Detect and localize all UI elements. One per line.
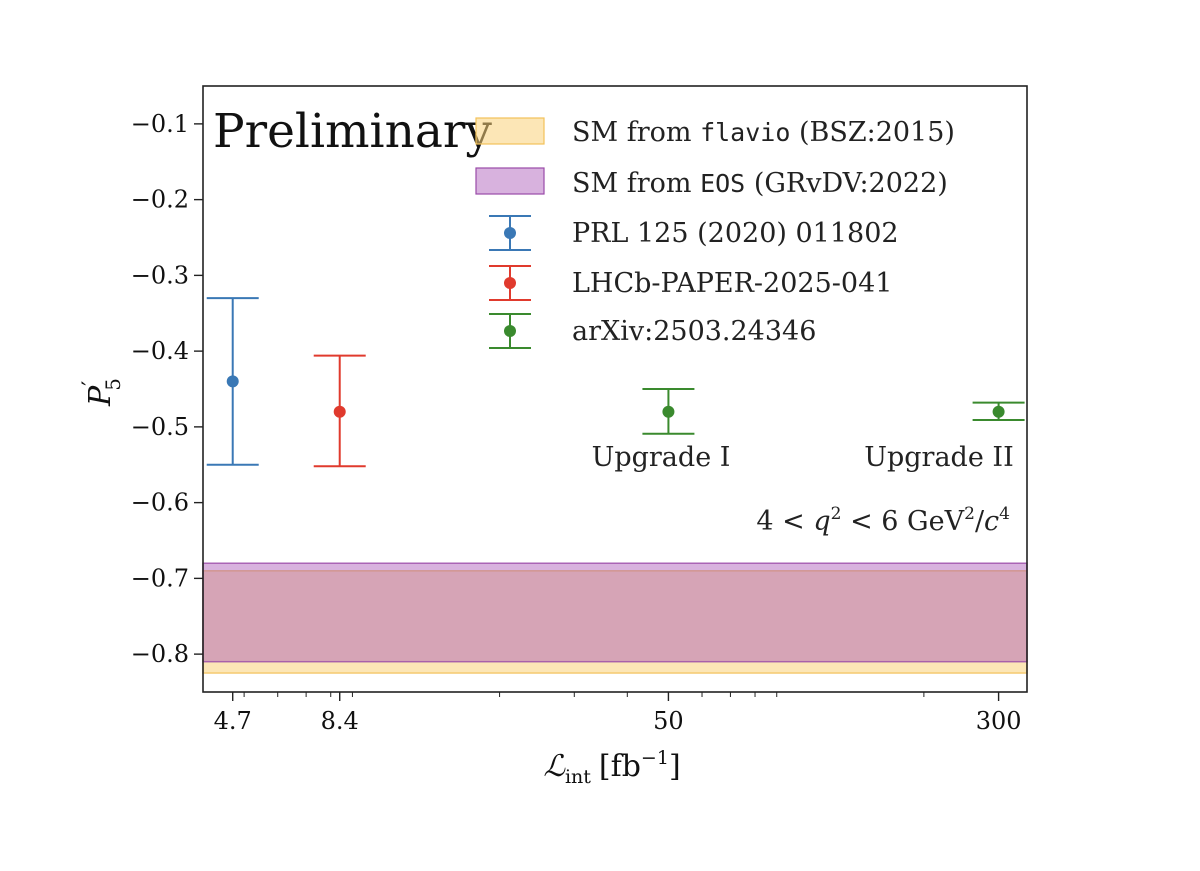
y-tick-label: −0.6 <box>131 489 189 517</box>
y-tick-label: −0.5 <box>131 413 189 441</box>
y-tick-label: −0.2 <box>131 186 189 214</box>
legend-dot <box>504 227 516 239</box>
data-point-2-1 <box>313 354 366 468</box>
sm-bands <box>202 562 1028 674</box>
x-tick-label: 4.7 <box>214 707 252 735</box>
x-tick-label: 300 <box>976 707 1022 735</box>
legend: SM from flavio (BSZ:2015) SM from EOS (G… <box>475 117 955 349</box>
legend-dot <box>504 277 516 289</box>
legend-band-eos <box>475 167 545 195</box>
x-axis: 4.7 8.4 50 300 <box>214 692 1022 735</box>
preliminary-label: Preliminary <box>213 104 492 159</box>
data-point-1-1 <box>206 297 259 466</box>
y-tick-label: −0.8 <box>131 640 189 668</box>
legend-label-prl: PRL 125 (2020) 011802 <box>572 218 899 249</box>
q2-range-label: 4 < q2 < 6 GeV2/c4 <box>756 504 1010 537</box>
legend-markers <box>489 215 531 349</box>
sm-band-eos <box>202 562 1028 663</box>
legend-band-flavio <box>475 117 545 145</box>
data-marker <box>333 405 346 418</box>
data-marker <box>662 405 675 418</box>
data-point-3-1 <box>642 388 695 435</box>
y-tick-label: −0.4 <box>131 337 189 365</box>
y-tick-label: −0.1 <box>131 110 189 138</box>
y-axis: −0.1 −0.2 −0.3 −0.4 −0.5 −0.6 −0.7 −0.8 <box>131 110 203 668</box>
y-tick-label: −0.3 <box>131 261 189 289</box>
data-marker <box>226 375 239 388</box>
data-marker <box>992 405 1005 418</box>
legend-marker-3 <box>489 313 531 349</box>
upgrade-2-label: Upgrade II <box>864 442 1014 473</box>
data-points <box>206 297 1025 468</box>
x-tick-label: 50 <box>653 707 684 735</box>
x-tick-label: 8.4 <box>321 707 359 735</box>
legend-dot <box>504 325 516 337</box>
x-axis-label: ℒint [fb−1] <box>543 747 680 788</box>
legend-label-lhcb-paper: LHCb-PAPER-2025-041 <box>572 268 892 299</box>
plot-frame <box>202 85 1028 693</box>
data-point-3-2 <box>972 401 1025 422</box>
legend-label-arxiv: arXiv:2503.24346 <box>572 316 816 347</box>
legend-label-flavio: SM from flavio (BSZ:2015) <box>572 117 955 148</box>
upgrade-1-label: Upgrade I <box>592 442 731 473</box>
legend-label-eos: SM from EOS (GRvDV:2022) <box>572 168 948 199</box>
y-axis-label: P′5 <box>79 378 125 407</box>
y-tick-label: −0.7 <box>131 564 189 592</box>
legend-marker-1 <box>489 215 531 251</box>
legend-marker-2 <box>489 265 531 301</box>
sm-band-flavio <box>202 570 1028 674</box>
